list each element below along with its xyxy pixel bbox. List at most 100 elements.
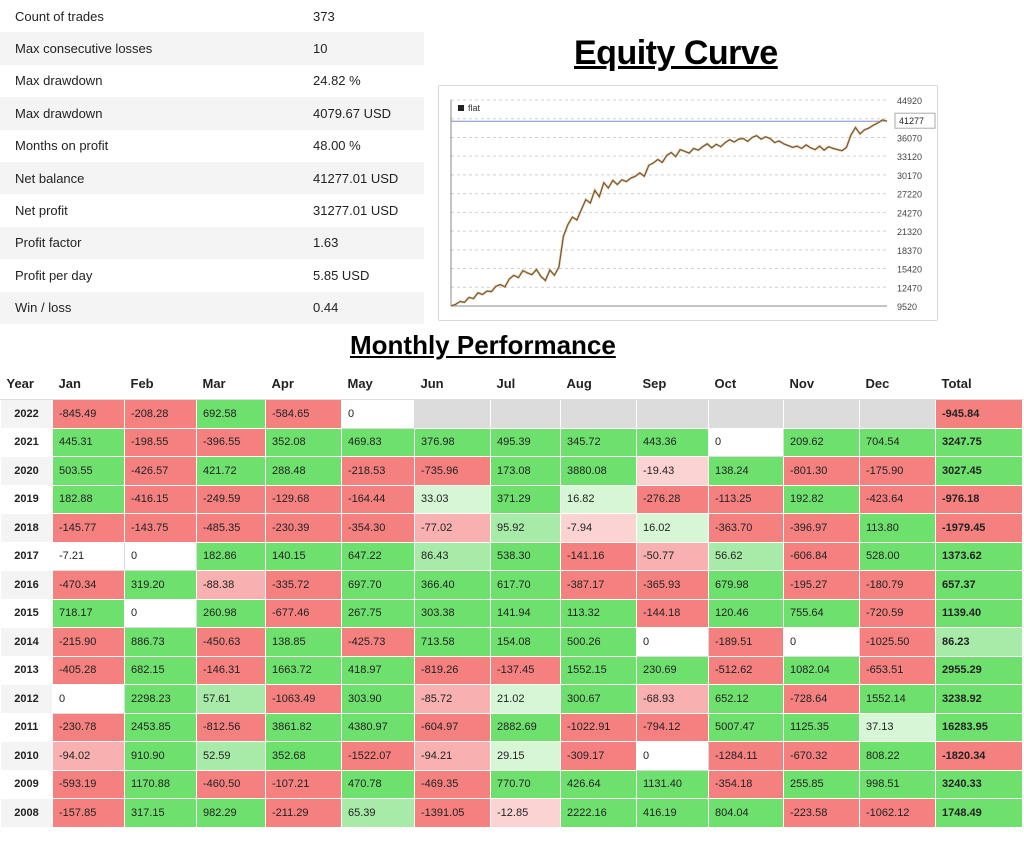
- month-cell: -720.59: [859, 598, 936, 628]
- column-header-apr[interactable]: Apr: [265, 367, 342, 400]
- month-cell: 416.19: [636, 798, 709, 828]
- month-cell: -218.53: [341, 456, 415, 486]
- column-header-jul[interactable]: Jul: [490, 367, 561, 400]
- column-header-mar[interactable]: Mar: [196, 367, 266, 400]
- stat-row: Net balance 41277.01 USD: [0, 161, 424, 195]
- month-cell: -363.70: [708, 513, 784, 543]
- month-cell: 426.64: [560, 769, 637, 799]
- table-row: 2021 445.31 -198.55 -396.55 352.08 469.83 376.…: [0, 427, 1023, 457]
- month-cell: 52.59: [196, 741, 266, 771]
- month-cell: 2298.23: [124, 684, 197, 714]
- column-header-oct[interactable]: Oct: [708, 367, 784, 400]
- y-tick-label: 9520: [897, 302, 917, 312]
- column-header-jan[interactable]: Jan: [52, 367, 125, 400]
- month-cell: -423.64: [859, 484, 936, 514]
- month-cell: 1131.40: [636, 769, 709, 799]
- month-cell: 770.70: [490, 769, 561, 799]
- month-cell: 647.22: [341, 541, 415, 571]
- month-cell: -416.15: [124, 484, 197, 514]
- y-tick-label: 12470: [897, 283, 922, 293]
- legend-swatch: [458, 105, 464, 111]
- column-header-may[interactable]: May: [341, 367, 415, 400]
- month-cell: 5007.47: [708, 712, 784, 742]
- total-cell: -1979.45: [935, 513, 1023, 543]
- y-tick-label: 44920: [897, 96, 922, 106]
- y-tick-label: 30170: [897, 171, 922, 181]
- total-cell: 657.37: [935, 570, 1023, 600]
- month-cell: 113.32: [560, 598, 637, 628]
- stat-value: 4079.67 USD: [313, 105, 392, 121]
- month-cell: 682.15: [124, 655, 197, 685]
- month-cell: 288.48: [265, 456, 342, 486]
- column-header-sep[interactable]: Sep: [636, 367, 709, 400]
- month-cell: 366.40: [414, 570, 491, 600]
- month-cell: 3861.82: [265, 712, 342, 742]
- month-cell: 1125.35: [783, 712, 860, 742]
- month-cell: -584.65: [265, 399, 342, 429]
- month-cell: 319.20: [124, 570, 197, 600]
- month-cell: [490, 399, 561, 429]
- month-cell: 352.08: [265, 427, 342, 457]
- month-cell: 808.22: [859, 741, 936, 771]
- month-cell: 260.98: [196, 598, 266, 628]
- month-cell: 0: [636, 741, 709, 771]
- month-cell: -144.18: [636, 598, 709, 628]
- table-row: 2016 -470.34 319.20 -88.38 -335.72 697.70 366.…: [0, 570, 1023, 600]
- month-cell: -129.68: [265, 484, 342, 514]
- month-cell: 65.39: [341, 798, 415, 828]
- stat-row: Max drawdown 24.82 %: [0, 65, 424, 97]
- month-cell: 120.46: [708, 598, 784, 628]
- year-cell: 2011: [0, 712, 53, 742]
- stat-row: Profit factor 1.63: [0, 226, 424, 260]
- month-cell: -208.28: [124, 399, 197, 429]
- y-tick-label: 24270: [897, 208, 922, 218]
- year-cell: 2019: [0, 484, 53, 514]
- column-header-total[interactable]: Total: [935, 367, 1023, 400]
- month-cell: -230.78: [52, 712, 125, 742]
- month-cell: 445.31: [52, 427, 125, 457]
- column-header-feb[interactable]: Feb: [124, 367, 197, 400]
- month-cell: -426.57: [124, 456, 197, 486]
- month-cell: 1663.72: [265, 655, 342, 685]
- y-tick-label: 27220: [897, 190, 922, 200]
- month-cell: -145.77: [52, 513, 125, 543]
- stat-label: Months on profit: [15, 138, 109, 154]
- month-cell: 29.15: [490, 741, 561, 771]
- month-cell: -215.90: [52, 627, 125, 657]
- column-header-year[interactable]: Year: [0, 367, 53, 400]
- month-cell: -354.18: [708, 769, 784, 799]
- total-cell: 3238.92: [935, 684, 1023, 714]
- month-cell: 0: [708, 427, 784, 457]
- y-tick-label: 33120: [897, 152, 922, 162]
- month-cell: 56.62: [708, 541, 784, 571]
- month-cell: 470.78: [341, 769, 415, 799]
- month-cell: -365.93: [636, 570, 709, 600]
- table-row: 2013 -405.28 682.15 -146.31 1663.72 418.97 -81…: [0, 655, 1023, 685]
- month-cell: -77.02: [414, 513, 491, 543]
- month-cell: 443.36: [636, 427, 709, 457]
- month-cell: -12.85: [490, 798, 561, 828]
- month-cell: -141.16: [560, 541, 637, 571]
- column-header-jun[interactable]: Jun: [414, 367, 491, 400]
- stat-value: 41277.01 USD: [313, 170, 399, 186]
- column-header-nov[interactable]: Nov: [783, 367, 860, 400]
- column-header-aug[interactable]: Aug: [560, 367, 637, 400]
- table-row: 2011 -230.78 2453.85 -812.56 3861.82 4380.97-…: [0, 712, 1023, 742]
- month-cell: 317.15: [124, 798, 197, 828]
- stat-label: Max drawdown: [15, 105, 103, 121]
- month-cell: 421.72: [196, 456, 266, 486]
- month-cell: 469.83: [341, 427, 415, 457]
- column-header-dec[interactable]: Dec: [859, 367, 936, 400]
- total-cell: 86.23: [935, 627, 1023, 657]
- month-cell: -249.59: [196, 484, 266, 514]
- table-row: 2012 0 2298.23 57.61 -1063.49 303.90 -85.72 21.…: [0, 684, 1023, 714]
- month-cell: 37.13: [859, 712, 936, 742]
- total-cell: -976.18: [935, 484, 1023, 514]
- stat-value: 1.63: [313, 235, 339, 251]
- stat-row: Months on profit 48.00 %: [0, 130, 424, 162]
- stat-label: Max consecutive losses: [15, 41, 153, 57]
- month-cell: 0: [783, 627, 860, 657]
- month-cell: 57.61: [196, 684, 266, 714]
- table-row: 2014 -215.90 886.73 -450.63 138.85 -425.73 713…: [0, 627, 1023, 657]
- month-cell: 300.67: [560, 684, 637, 714]
